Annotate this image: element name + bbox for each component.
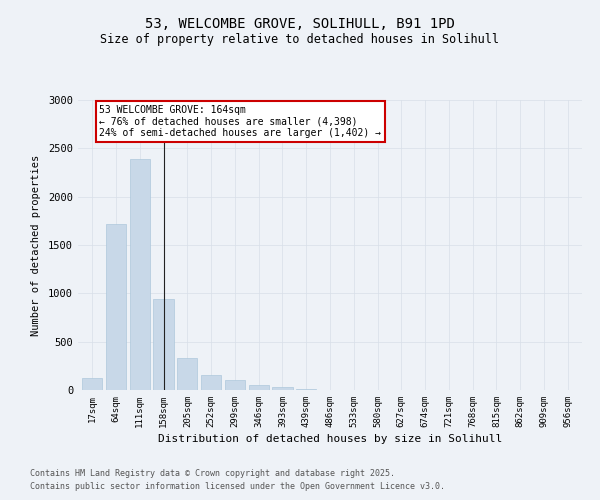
Text: 53 WELCOMBE GROVE: 164sqm
← 76% of detached houses are smaller (4,398)
24% of se: 53 WELCOMBE GROVE: 164sqm ← 76% of detac…	[100, 105, 382, 138]
Text: Contains HM Land Registry data © Crown copyright and database right 2025.: Contains HM Land Registry data © Crown c…	[30, 468, 395, 477]
Bar	[177, 358, 197, 390]
Text: Contains public sector information licensed under the Open Government Licence v3: Contains public sector information licen…	[30, 482, 445, 491]
Text: 53, WELCOMBE GROVE, SOLIHULL, B91 1PD: 53, WELCOMBE GROVE, SOLIHULL, B91 1PD	[145, 18, 455, 32]
X-axis label: Distribution of detached houses by size in Solihull: Distribution of detached houses by size …	[158, 434, 502, 444]
Bar	[130, 159, 150, 390]
Bar	[272, 386, 293, 390]
Bar	[82, 378, 103, 390]
Bar	[201, 375, 221, 390]
Y-axis label: Number of detached properties: Number of detached properties	[31, 154, 41, 336]
Bar	[106, 224, 126, 390]
Text: Size of property relative to detached houses in Solihull: Size of property relative to detached ho…	[101, 32, 499, 46]
Bar	[296, 388, 316, 390]
Bar	[154, 299, 173, 390]
Bar	[225, 380, 245, 390]
Bar	[248, 384, 269, 390]
